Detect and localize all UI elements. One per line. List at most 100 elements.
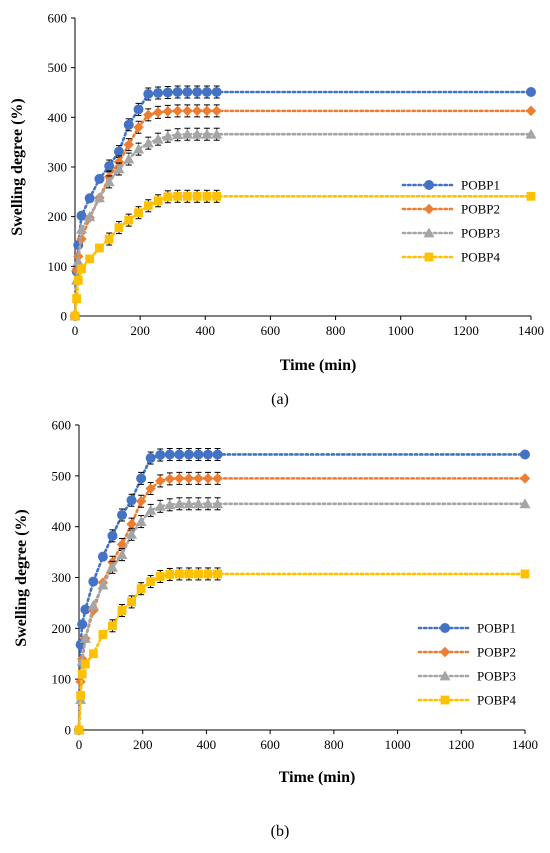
data-point xyxy=(164,449,175,460)
data-point xyxy=(201,128,213,139)
legend-entry-pobp3: POBP3 xyxy=(401,226,500,241)
legend-marker xyxy=(423,227,435,238)
data-point xyxy=(133,122,144,133)
legend-marker xyxy=(423,203,435,215)
data-point xyxy=(127,597,136,607)
data-point xyxy=(97,579,109,590)
data-point xyxy=(183,449,194,460)
y-tick-label: 600 xyxy=(52,418,72,433)
data-point xyxy=(181,128,193,139)
data-point xyxy=(165,570,175,579)
data-point xyxy=(76,691,85,700)
legend-label: POBP3 xyxy=(477,669,516,684)
legend-entry-pobp2: POBP2 xyxy=(417,645,516,660)
data-point xyxy=(153,87,164,98)
data-point xyxy=(113,163,125,174)
data-point xyxy=(95,243,104,253)
data-point xyxy=(76,210,87,221)
data-point xyxy=(153,196,163,206)
data-point xyxy=(152,133,164,144)
data-point xyxy=(79,633,91,643)
data-point xyxy=(113,146,124,157)
series-pobp1 xyxy=(74,447,530,735)
chart-panel-1: 0 100 200 300 400 500 600 0 200 400 600 800 1000 1200… xyxy=(9,11,544,409)
x-tick-label: 400 xyxy=(196,323,216,338)
data-point xyxy=(201,105,213,117)
data-point xyxy=(123,153,135,164)
data-point xyxy=(172,87,183,98)
y-tick-label: 200 xyxy=(52,621,72,636)
x-tick-label: 0 xyxy=(76,737,83,752)
data-point xyxy=(136,473,147,484)
data-point xyxy=(124,215,134,225)
x-tick-label: 600 xyxy=(261,323,281,338)
data-point xyxy=(116,539,128,550)
data-point xyxy=(88,649,98,659)
data-point xyxy=(126,528,138,539)
data-point xyxy=(104,161,115,172)
data-point xyxy=(98,630,108,639)
data-point xyxy=(164,499,176,510)
data-point xyxy=(94,173,105,184)
data-point xyxy=(525,105,537,117)
x-tick-label: 400 xyxy=(197,737,217,752)
y-tick-label: 600 xyxy=(48,11,68,26)
data-point xyxy=(183,473,195,484)
data-point xyxy=(213,569,222,579)
data-point xyxy=(164,473,175,485)
data-point xyxy=(211,87,222,98)
legend-marker xyxy=(440,623,450,633)
data-point xyxy=(191,105,203,117)
legend-entry-pobp1: POBP1 xyxy=(401,178,500,193)
data-point xyxy=(146,577,156,586)
legend-entry-pobp4: POBP4 xyxy=(401,250,501,265)
data-point xyxy=(134,208,143,218)
data-point xyxy=(72,294,82,304)
data-point xyxy=(80,659,90,669)
data-point xyxy=(162,130,174,141)
legend-entry-pobp4: POBP4 xyxy=(417,693,517,708)
data-point xyxy=(183,498,195,509)
data-point xyxy=(192,87,203,98)
data-point xyxy=(143,109,154,121)
data-point xyxy=(70,311,80,321)
data-point xyxy=(193,449,204,460)
data-point xyxy=(77,619,88,630)
x-tick-label: 800 xyxy=(326,323,346,338)
y-tick-label: 0 xyxy=(61,309,68,324)
data-point xyxy=(193,473,204,484)
data-point xyxy=(212,473,223,484)
data-point xyxy=(135,496,147,507)
data-point xyxy=(191,128,203,139)
data-point xyxy=(174,473,185,484)
data-point xyxy=(182,191,192,201)
data-point xyxy=(73,275,83,285)
data-point xyxy=(74,725,84,735)
legend-marker xyxy=(439,670,451,681)
data-point xyxy=(123,139,134,150)
data-point xyxy=(87,599,99,610)
data-point xyxy=(84,211,96,222)
panel-label: (b) xyxy=(271,823,290,840)
data-point xyxy=(162,87,173,98)
legend-entry-pobp3: POBP3 xyxy=(417,669,516,684)
data-point xyxy=(194,569,203,579)
data-point xyxy=(155,572,165,581)
data-point xyxy=(143,201,153,211)
legend-marker xyxy=(439,646,451,658)
panel-label: (a) xyxy=(271,391,289,408)
data-point xyxy=(155,449,166,460)
x-tick-label: 1200 xyxy=(453,323,479,338)
data-point xyxy=(526,191,536,201)
data-point xyxy=(145,504,157,515)
data-point xyxy=(80,604,91,615)
data-point xyxy=(88,576,99,587)
legend-entry-pobp2: POBP2 xyxy=(401,202,500,217)
data-point xyxy=(97,551,108,562)
x-axis-title: Time (min) xyxy=(280,357,357,374)
x-tick-label: 1400 xyxy=(512,737,538,752)
data-point xyxy=(155,475,166,487)
legend-label: POBP4 xyxy=(477,693,517,708)
chart-panel-2: 0 100 200 300 400 500 600 0 200 400 600 800 1000 1200… xyxy=(13,418,538,841)
